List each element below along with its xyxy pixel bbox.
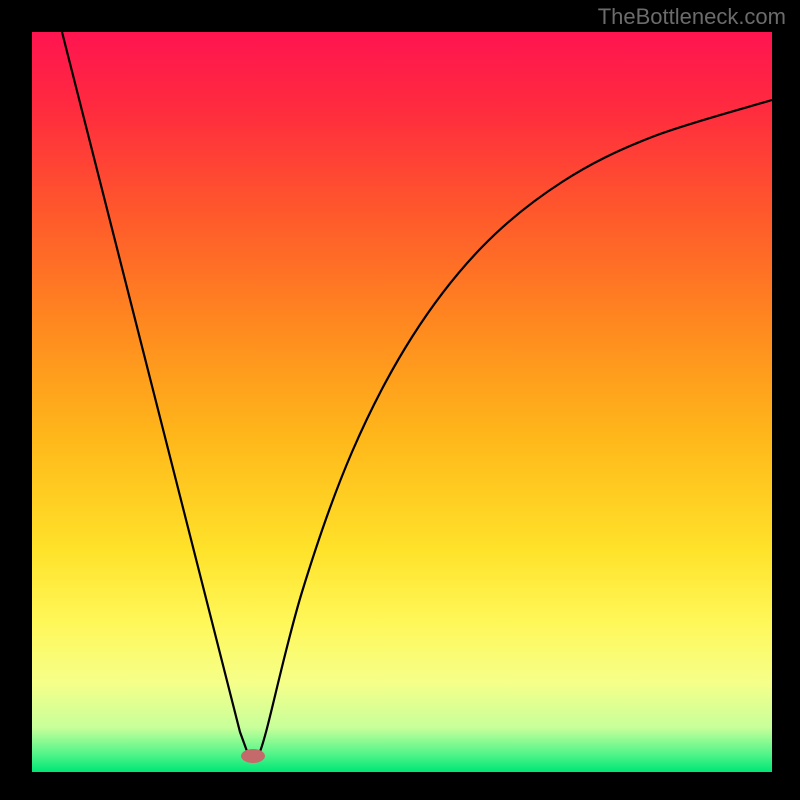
curve-right-branch	[258, 100, 772, 754]
vertex-marker	[241, 749, 265, 763]
watermark-text: TheBottleneck.com	[598, 4, 786, 30]
curve-left-branch	[62, 32, 248, 754]
plot-area	[32, 32, 772, 772]
v-curve	[32, 32, 772, 772]
